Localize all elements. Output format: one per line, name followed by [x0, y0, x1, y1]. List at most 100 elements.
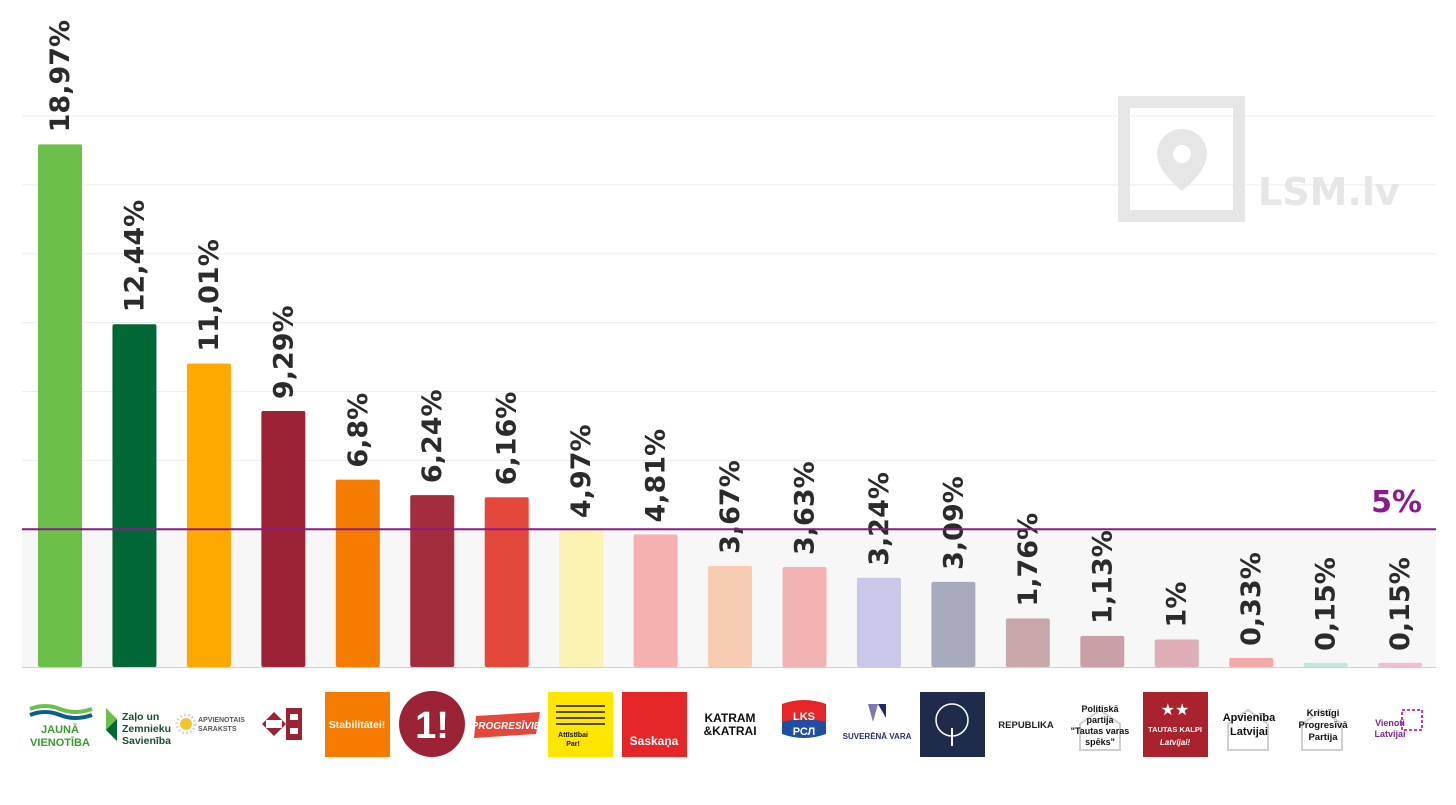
value-label: 3,24%	[864, 472, 895, 566]
logo-apvienotais-saraksts: APVIENOTAIS SARAKSTS	[175, 713, 245, 735]
wave-green	[29, 704, 93, 714]
logo-text-line1: LKS	[793, 711, 815, 723]
bar	[856, 577, 901, 667]
logo-bg	[1143, 692, 1208, 757]
logo-latvija-pirmaja-vieta: 1!	[399, 691, 465, 757]
value-label: 3,09%	[938, 476, 969, 570]
leaf-dark-icon	[106, 719, 117, 741]
bar	[1229, 657, 1274, 667]
value-label: 4,97%	[566, 424, 597, 518]
bar	[261, 411, 306, 667]
logo-bg	[622, 692, 687, 757]
logo-text-line2: Par!	[566, 741, 580, 748]
logo-text: REPUBLIKA	[998, 720, 1054, 731]
emblem-icon-dark	[878, 704, 886, 718]
logo-text-line1: JAUNĀ	[41, 724, 79, 736]
pixel-icon	[1401, 709, 1423, 731]
logo-suverena-vara: SUVERĒNĀ VARA	[843, 704, 912, 741]
bar	[410, 495, 455, 667]
bar	[186, 363, 231, 667]
value-label: 0,33%	[1236, 552, 1267, 646]
ornament-block-icon	[286, 708, 302, 740]
value-label: 6,8%	[343, 393, 374, 468]
value-label: 3,67%	[715, 460, 746, 554]
logo-nacionala-apvienība	[262, 708, 302, 740]
logo-text-line1: Politiskā	[1081, 704, 1119, 714]
logo-text-line1: Kristīgi	[1307, 708, 1340, 719]
value-labels: 18,97% 12,44% 11,01% 9,29% 6,8% 6,24% 6,16% 4,9…	[45, 20, 1416, 651]
emblem-icon	[868, 704, 878, 722]
bar	[782, 566, 827, 667]
value-label: 3,63%	[790, 461, 821, 555]
daisy-icon	[180, 718, 192, 730]
logo-latvijas-zala-partija	[920, 692, 985, 757]
watermark-frame	[1118, 96, 1245, 222]
value-label: 0,15%	[1311, 557, 1342, 651]
bar	[708, 565, 753, 667]
logo-text-line2: Latvijai	[1374, 729, 1405, 739]
logo-bg	[325, 692, 390, 757]
logo-text-line3: "Tautas varas	[1071, 726, 1130, 736]
ornament-cut3	[290, 728, 298, 734]
value-label: 9,29%	[268, 305, 299, 399]
logo-kristigi-progresiva-partija: Kristīgi Progresīvā Partija	[1298, 708, 1348, 751]
ornament-cut2	[290, 714, 298, 720]
logo-text-line2: VIENOTĪBA	[30, 737, 90, 749]
logo-progresivie: PROGRESĪVIE	[472, 712, 541, 738]
value-label: 6,24%	[417, 389, 448, 483]
logo-text: Stabilitātei!	[329, 719, 386, 731]
logo-vienoti-latvijai: Vienoti Latvijai	[1374, 709, 1423, 739]
logo-lks: LKS РСЛ	[782, 700, 826, 738]
logo-text-line1: KATRAM	[704, 711, 755, 725]
logo-republika: REPUBLIKA	[998, 720, 1054, 731]
logo-text-line2: РСЛ	[793, 726, 815, 738]
logo-attistibai-par: Attīstībai Par!	[548, 692, 613, 757]
bar	[1080, 635, 1125, 667]
daisy-petals	[175, 713, 197, 735]
party-logos: JAUNĀ VIENOTĪBA Zaļo un Zemnieku Savienī…	[29, 691, 1423, 757]
wave-blue	[29, 710, 93, 720]
logo-text-line2: Progresīvā	[1298, 720, 1348, 731]
logo-text-line2: Zemnieku	[122, 723, 171, 735]
bars	[38, 144, 1423, 668]
ornament-cut	[266, 720, 282, 728]
logo-saskana: Saskaņa	[622, 692, 687, 757]
bar	[1005, 618, 1050, 667]
logo-tautas-kalpi: ★★ TAUTAS KALPI Latvijai!	[1143, 692, 1208, 757]
logo-text-line2: Latvijai	[1230, 726, 1268, 738]
bar	[1378, 662, 1423, 667]
bar	[559, 530, 604, 667]
logo-text-line1: Zaļo un	[122, 711, 159, 723]
threshold-label: 5%	[1371, 485, 1422, 520]
house-outline-icon	[1301, 708, 1343, 751]
bar	[633, 534, 678, 667]
logo-jauna-vienotiba: JAUNĀ VIENOTĪBA	[29, 704, 93, 749]
stars-icon: ★★	[1161, 700, 1190, 719]
house-outline-icon	[1079, 708, 1121, 751]
logo-text-line2: Latvijai!	[1160, 738, 1191, 747]
logo-text-line2: partija	[1086, 715, 1114, 725]
lsm-watermark: LSM.lv	[1118, 96, 1400, 222]
logo-text-line2: &KATRAI	[703, 724, 756, 738]
logo-text: PROGRESĪVIE	[472, 720, 541, 732]
bar	[112, 324, 157, 667]
logo-text-line1: Attīstībai	[558, 732, 588, 739]
logo-apvieniba-latvijai: Apvienība Latvijai	[1223, 708, 1276, 751]
value-label: 6,16%	[492, 392, 523, 486]
bar	[335, 479, 380, 667]
bar	[484, 497, 529, 667]
bar	[931, 581, 976, 667]
logo-bg	[474, 712, 540, 738]
value-label: 0,15%	[1385, 557, 1416, 651]
bar	[1154, 639, 1199, 667]
value-label: 4,81%	[641, 429, 672, 523]
logo-text: SUVERĒNĀ VARA	[843, 732, 912, 741]
logo-text-line1: TAUTAS KALPI	[1148, 725, 1202, 734]
logo-text-line1: Apvienība	[1223, 712, 1276, 724]
value-label: 18,97%	[45, 20, 76, 132]
logo-bg	[920, 692, 985, 757]
logo-stabilitatei: Stabilitātei!	[325, 692, 390, 757]
logo-katram-katrai: KATRAM &KATRAI	[703, 711, 756, 738]
logo-text-line3: Partija	[1308, 732, 1338, 743]
